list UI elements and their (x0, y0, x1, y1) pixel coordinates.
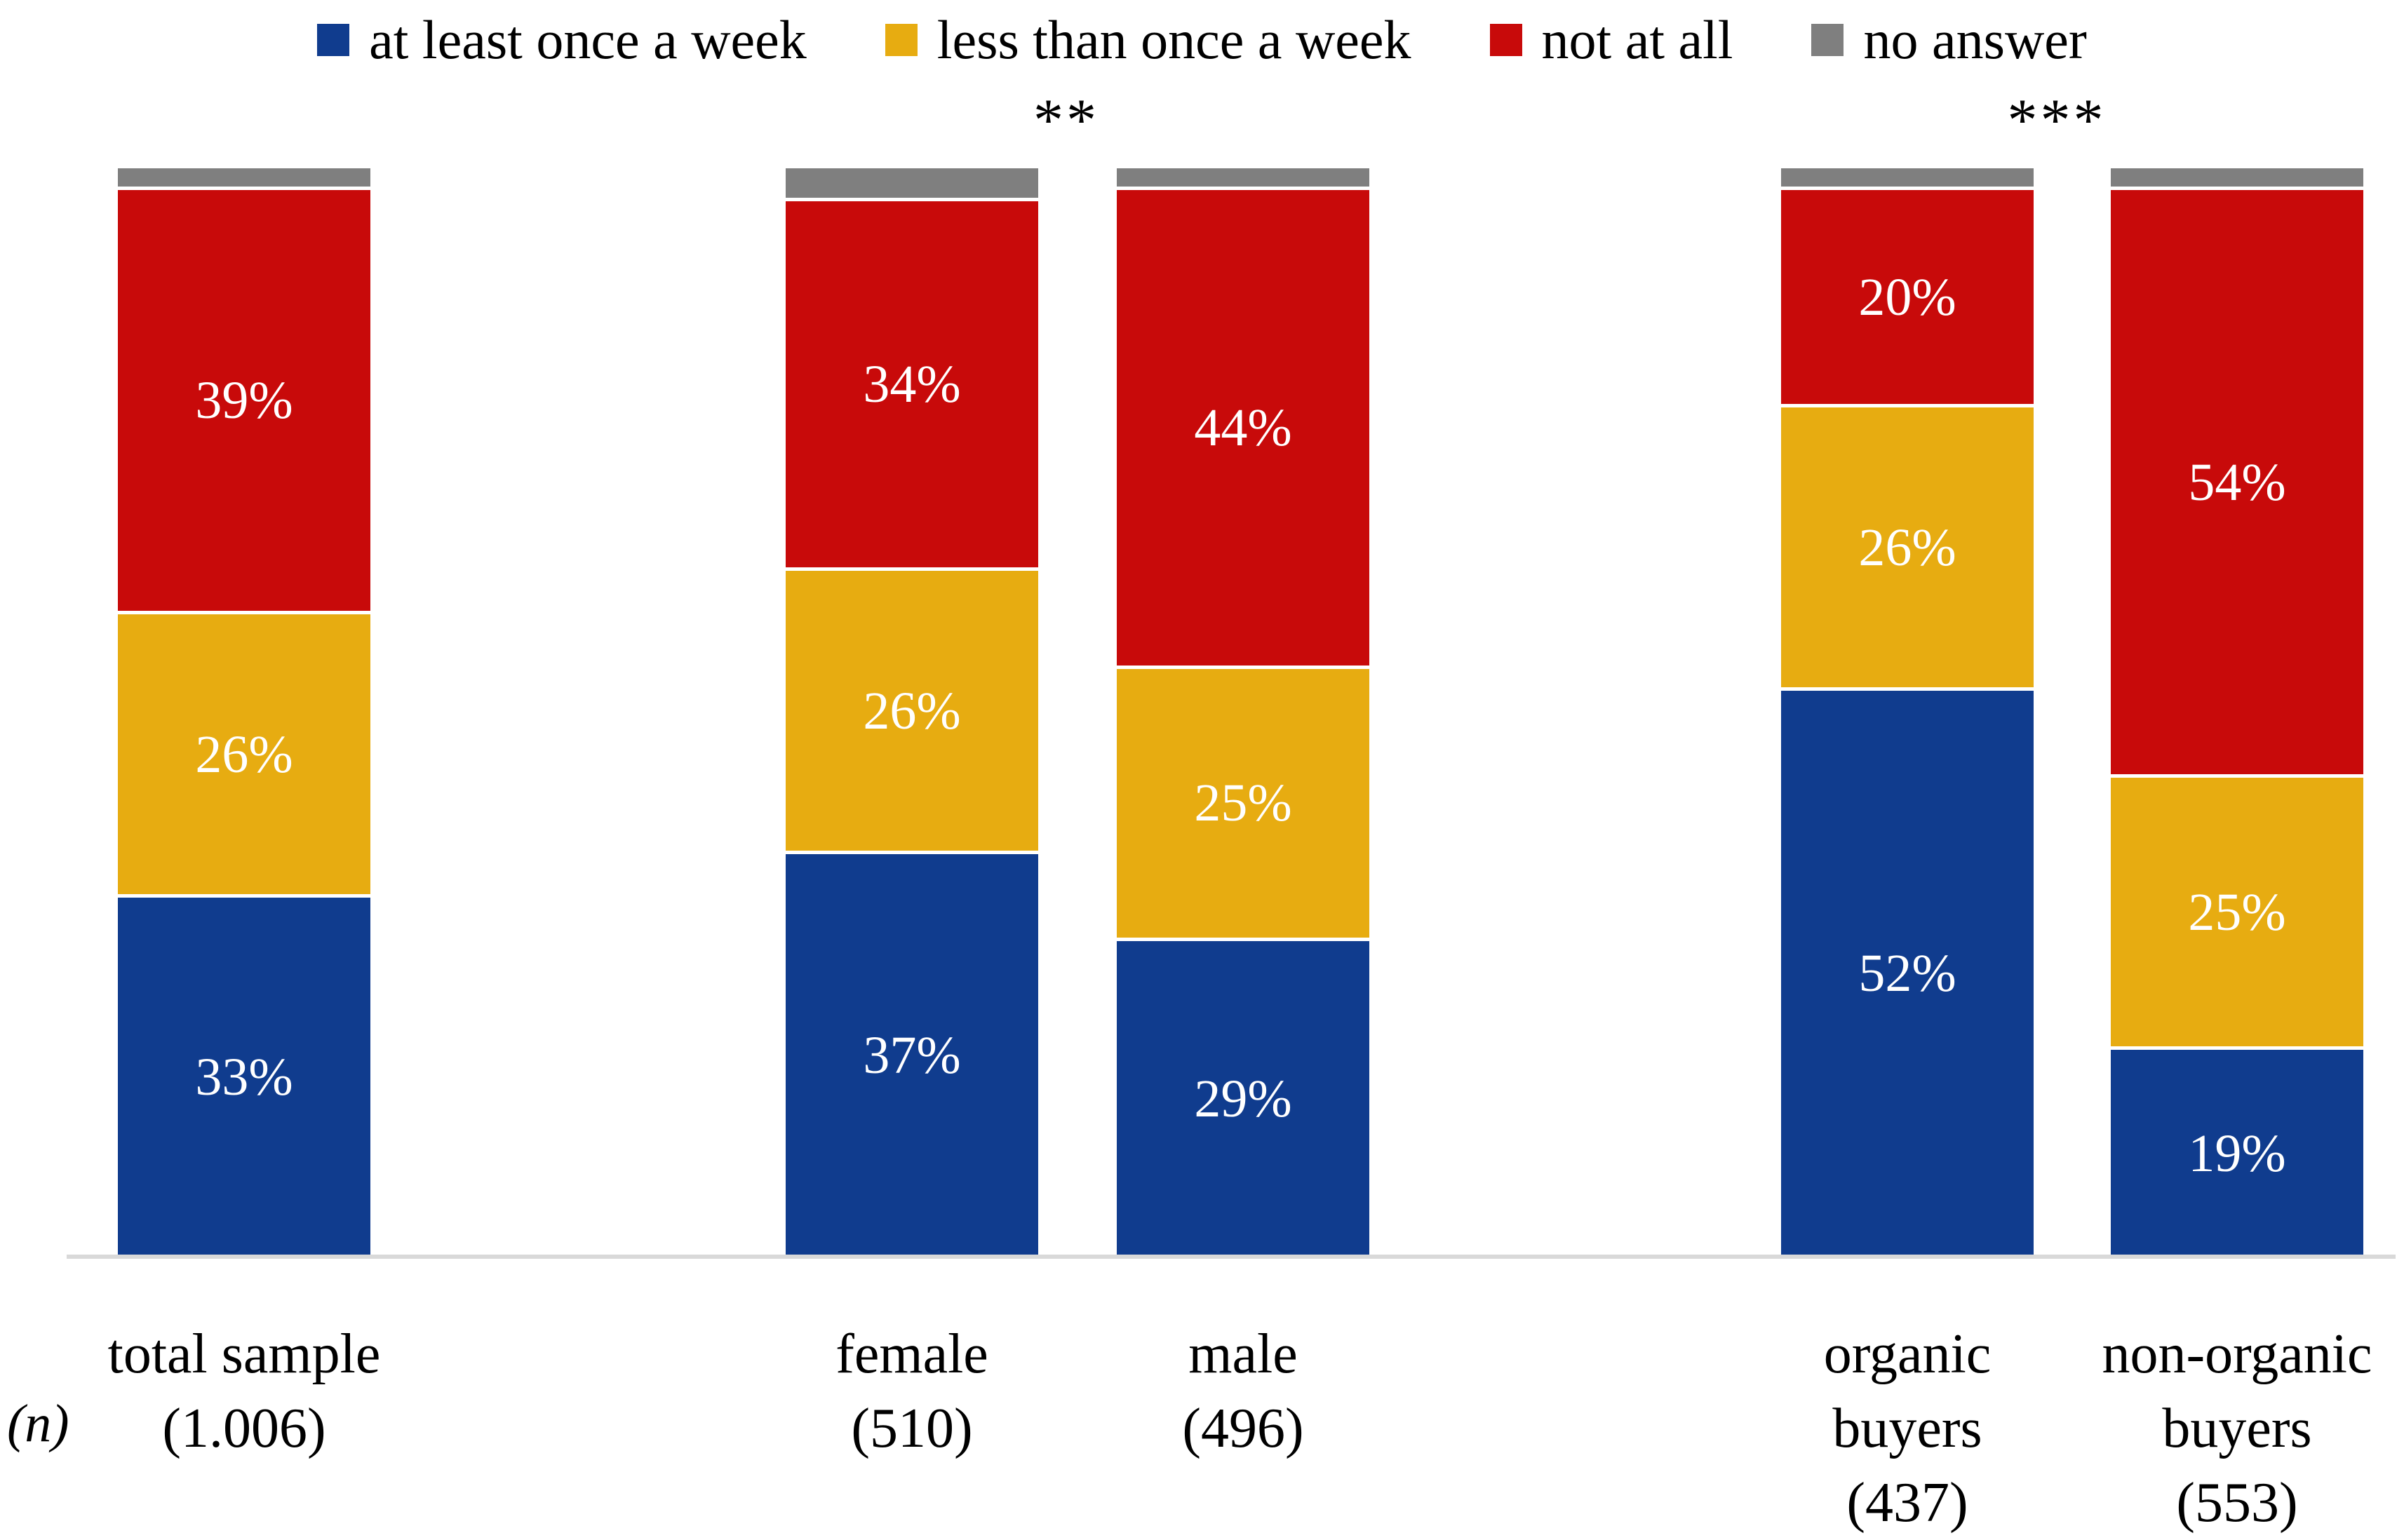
category-label-line: (437) (1846, 1472, 1968, 1534)
bar-non-organic-buyers: 19% 25% 54% (2111, 168, 2363, 1257)
bar-total-sample: 33% 26% 39% (118, 168, 370, 1257)
value-label: 20% (1858, 267, 1956, 327)
bar-segment-organic-buyers-less-than-once-a-week: 26% (1781, 407, 2034, 691)
bar-segment-female-not-at-all: 34% (786, 201, 1038, 572)
category-label-total-sample: total sample (1.006) (27, 1317, 462, 1466)
bar-segment-female-less-than-once-a-week: 26% (786, 571, 1038, 854)
legend-swatch-no-answer-icon (1811, 23, 1844, 56)
legend-item-not-at-all: not at all (1489, 9, 1733, 70)
category-label-female: female (510) (694, 1317, 1129, 1466)
bar-segment-male-less-than-once-a-week: 25% (1117, 668, 1369, 941)
legend-label: no answer (1863, 9, 2087, 70)
value-label: 25% (2188, 882, 2286, 942)
bar-segment-total-sample-no-answer (118, 168, 370, 191)
category-label-line: (510) (851, 1398, 973, 1459)
category-label-line: buyers (2162, 1398, 2312, 1459)
bar-segment-female-at-least-once-a-week: 37% (786, 853, 1038, 1257)
category-label-non-organic-buyers: non-organic buyers (553) (2020, 1317, 2404, 1540)
value-label: 26% (1858, 518, 1956, 577)
category-label-line: male (1188, 1323, 1298, 1385)
bar-organic-buyers: 52% 26% 20% (1781, 168, 2034, 1257)
category-label-line: total sample (107, 1323, 381, 1385)
bar-female: 37% 26% 34% (786, 168, 1038, 1257)
value-label: 19% (2188, 1123, 2286, 1183)
bar-segment-non-organic-buyers-less-than-once-a-week: 25% (2111, 778, 2363, 1051)
category-label-line: (553) (2176, 1472, 2298, 1534)
value-label: 54% (2188, 452, 2286, 512)
legend-label: not at all (1541, 9, 1733, 70)
category-label-organic-buyers: organic buyers (437) (1690, 1317, 2125, 1540)
significance-marker-gender: ** (1033, 86, 1099, 154)
chart-legend: at least once a week less than once a wee… (0, 10, 2404, 70)
bar-segment-non-organic-buyers-at-least-once-a-week: 19% (2111, 1050, 2363, 1257)
legend-swatch-less-than-once-a-week-icon (885, 23, 918, 56)
value-label: 33% (195, 1047, 293, 1107)
bar-segment-organic-buyers-no-answer (1781, 168, 2034, 191)
value-label: 29% (1194, 1069, 1292, 1128)
category-label-line: female (835, 1323, 988, 1385)
value-label: 26% (863, 681, 961, 741)
value-label: 39% (195, 371, 293, 431)
legend-label: less than once a week (936, 9, 1411, 70)
value-label: 25% (1194, 774, 1292, 833)
bar-segment-organic-buyers-not-at-all: 20% (1781, 190, 2034, 408)
n-axis-label: (n) (7, 1394, 69, 1453)
category-label-line: buyers (1832, 1398, 1982, 1459)
bar-segment-male-no-answer (1117, 168, 1369, 191)
bar-segment-male-not-at-all: 44% (1117, 190, 1369, 669)
value-label: 26% (195, 724, 293, 784)
value-label: 37% (863, 1025, 961, 1085)
bar-male: 29% 25% 44% (1117, 168, 1369, 1257)
category-label-line: organic (1823, 1323, 1992, 1385)
bar-segment-total-sample-at-least-once-a-week: 33% (118, 897, 370, 1257)
legend-item-no-answer: no answer (1811, 9, 2087, 70)
value-label: 34% (863, 354, 961, 414)
significance-marker-buyers: *** (2007, 86, 2107, 154)
x-axis-line (67, 1255, 2396, 1259)
legend-item-less-than-once-a-week: less than once a week (885, 10, 1411, 70)
category-label-line: (496) (1182, 1398, 1304, 1459)
value-label: 52% (1858, 944, 1956, 1004)
bar-segment-total-sample-less-than-once-a-week: 26% (118, 614, 370, 898)
bar-segment-male-at-least-once-a-week: 29% (1117, 940, 1369, 1257)
bar-segment-organic-buyers-at-least-once-a-week: 52% (1781, 690, 2034, 1257)
category-label-male: male (496) (1026, 1317, 1460, 1466)
category-label-line: (1.006) (162, 1398, 326, 1459)
legend-label: at least once a week (369, 9, 807, 70)
category-label-line: non-organic (2102, 1323, 2372, 1385)
bar-segment-total-sample-not-at-all: 39% (118, 190, 370, 615)
bar-segment-female-no-answer (786, 168, 1038, 201)
legend-item-at-least-once-a-week: at least once a week (317, 10, 807, 70)
bar-segment-non-organic-buyers-no-answer (2111, 168, 2363, 191)
legend-swatch-at-least-once-a-week-icon (317, 23, 350, 56)
value-label: 44% (1194, 398, 1292, 457)
legend-swatch-not-at-all-icon (1489, 23, 1522, 56)
bar-segment-non-organic-buyers-not-at-all: 54% (2111, 190, 2363, 778)
